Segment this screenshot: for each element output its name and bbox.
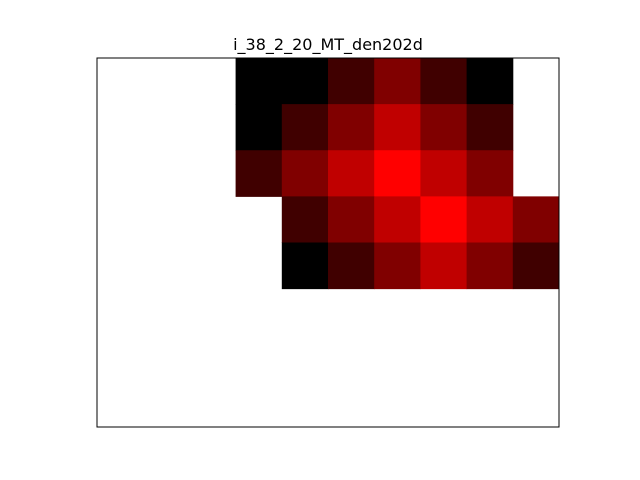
heatmap-cell-r0-c3: [235, 58, 283, 105]
heatmap-cell-r4-c4: [281, 242, 329, 290]
heatmap-cell-r3-c9: [512, 196, 560, 244]
heatmap-cell-r1-c7: [420, 104, 468, 151]
heatmap-cell-r3-c5: [328, 196, 375, 244]
heatmap-cell-r3-c6: [374, 196, 421, 244]
heatmap-cell-r3-c4: [281, 196, 329, 244]
heatmap-cell-r4-c9: [512, 242, 560, 290]
heatmap-cell-r4-c6: [374, 242, 421, 290]
heatmap-cell-r3-c7: [420, 196, 468, 244]
heatmap-cell-r1-c3: [235, 104, 283, 151]
heatmap-cell-r3-c8: [466, 196, 514, 244]
plot-area: [96, 57, 560, 428]
heatmap-cell-r2-c8: [466, 150, 514, 197]
heatmap-cells: [235, 58, 560, 290]
heatmap-cell-r1-c6: [374, 104, 421, 151]
heatmap-cell-r0-c7: [420, 58, 468, 105]
heatmap-cell-r0-c6: [374, 58, 421, 105]
plot-frame: [96, 57, 560, 428]
heatmap-cell-r1-c5: [328, 104, 375, 151]
heatmap-cell-r0-c5: [328, 58, 375, 105]
heatmap-cell-r2-c4: [281, 150, 329, 197]
heatmap-cell-r1-c4: [281, 104, 329, 151]
heatmap-cell-r0-c8: [466, 58, 514, 105]
heatmap-cell-r4-c7: [420, 242, 468, 290]
heatmap-cell-r2-c3: [235, 150, 283, 197]
heatmap-cell-r4-c8: [466, 242, 514, 290]
heatmap-cell-r4-c5: [328, 242, 375, 290]
heatmap-cell-r0-c4: [281, 58, 329, 105]
heatmap-cell-r2-c5: [328, 150, 375, 197]
heatmap-cell-r1-c8: [466, 104, 514, 151]
chart-title: i_38_2_20_MT_den202d: [233, 35, 423, 55]
heatmap-cell-r2-c7: [420, 150, 468, 197]
heatmap-cell-r2-c6: [374, 150, 421, 197]
